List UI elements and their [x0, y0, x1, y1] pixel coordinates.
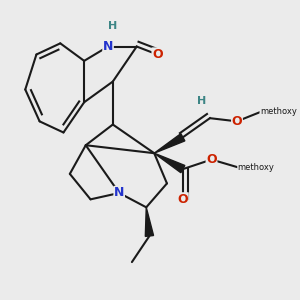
Text: methoxy: methoxy [260, 107, 297, 116]
Polygon shape [154, 153, 185, 173]
Text: N: N [114, 187, 124, 200]
Text: O: O [178, 193, 188, 206]
Text: methoxy: methoxy [238, 163, 274, 172]
Text: O: O [232, 115, 242, 128]
Text: H: H [108, 21, 117, 31]
Text: H: H [197, 96, 207, 106]
Polygon shape [145, 207, 154, 236]
Polygon shape [154, 134, 185, 153]
Text: O: O [206, 153, 217, 166]
Text: O: O [152, 48, 163, 61]
Text: N: N [103, 40, 113, 53]
